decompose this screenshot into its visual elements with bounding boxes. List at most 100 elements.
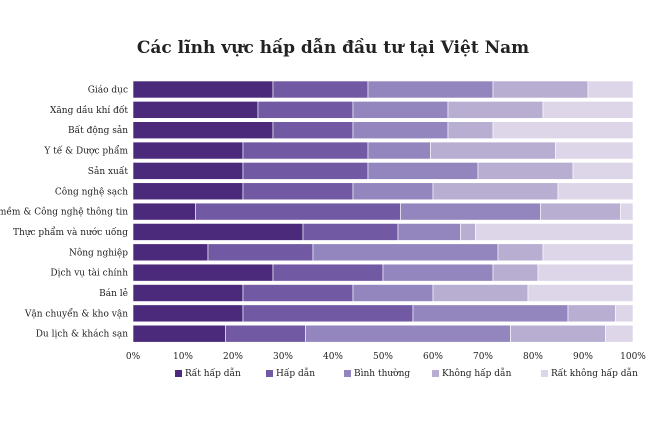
bar-segment-2-3	[352, 101, 449, 119]
bar-segment-9-5	[542, 243, 634, 262]
category-label-7: Phần mềm & Công nghệ thông tin	[0, 207, 128, 218]
category-label-8: Thực phẩm và nước uống	[13, 226, 128, 238]
bar-segment-4-3	[367, 141, 431, 160]
bar-segment-11-1	[132, 284, 244, 302]
bar-segment-9-2	[207, 243, 314, 262]
x-tick-label-6: 50%	[373, 352, 393, 362]
legend-swatch-3	[344, 370, 351, 377]
x-tick-label-5: 40%	[323, 352, 343, 362]
category-label-9: Nông nghiệp	[69, 247, 128, 258]
bar-segment-10-1	[132, 263, 274, 282]
legend-swatch-2	[266, 370, 273, 377]
bar-segment-1-1	[132, 80, 274, 99]
bar-segment-12-3	[412, 304, 569, 323]
legend-swatch-5	[541, 370, 548, 377]
bar-segment-4-5	[555, 141, 634, 160]
x-tick-label-9: 80%	[523, 352, 543, 362]
category-label-6: Công nghệ sạch	[55, 186, 128, 197]
bar-segment-3-3	[352, 121, 449, 139]
bar-segment-13-5	[605, 324, 634, 343]
bar-segment-9-4	[497, 243, 544, 262]
bar-segment-9-1	[132, 243, 209, 262]
legend-label-3: Bình thường	[354, 368, 410, 379]
bar-segment-7-1	[132, 202, 196, 221]
category-label-2: Xăng dầu khí đốt	[50, 105, 128, 116]
category-label-3: Bất động sản	[68, 125, 128, 136]
bar-segment-10-3	[382, 263, 494, 282]
bar-segment-2-4	[447, 101, 544, 119]
bar-segment-7-4	[540, 202, 621, 221]
bar-segment-5-3	[367, 162, 479, 180]
legend-swatch-1	[175, 370, 182, 377]
bar-segment-12-1	[132, 304, 244, 323]
category-label-5: Sản xuất	[88, 166, 129, 177]
bar-segment-1-4	[492, 80, 589, 99]
bar-segment-4-4	[430, 141, 556, 160]
category-label-4: Y tế & Dược phẩm	[43, 145, 128, 157]
bars-layer	[132, 80, 634, 343]
bar-segment-3-2	[272, 121, 354, 139]
x-tick-label-4: 30%	[273, 352, 293, 362]
category-label-1: Giáo dục	[88, 85, 128, 96]
bar-segment-1-5	[587, 80, 634, 99]
category-label-10: Dịch vụ tài chính	[50, 268, 128, 279]
bar-segment-2-1	[132, 101, 259, 119]
bar-segment-10-2	[272, 263, 384, 282]
bar-segment-13-4	[510, 324, 606, 343]
bar-segment-4-1	[132, 141, 244, 160]
x-tick-label-3: 20%	[223, 352, 243, 362]
bar-segment-9-3	[312, 243, 499, 262]
x-tick-label-7: 60%	[423, 352, 443, 362]
x-axis-ticks: 0% 10% 20% 30% 40% 50% 60% 70% 80% 90% 100%	[126, 352, 646, 362]
legend-swatch-4	[432, 370, 439, 377]
bar-segment-11-4	[432, 284, 529, 302]
bar-segment-3-4	[447, 121, 494, 139]
x-tick-label-10: 90%	[573, 352, 593, 362]
bar-segment-6-5	[557, 182, 634, 201]
category-labels: Giáo dục Xăng dầu khí đốt Bất động sản Y tế…	[0, 85, 128, 340]
bar-segment-2-2	[257, 101, 354, 119]
bar-segment-8-5	[475, 223, 634, 241]
bar-segment-8-4	[460, 223, 476, 241]
bar-segment-8-1	[132, 223, 304, 241]
bar-segment-5-5	[572, 162, 634, 180]
bar-segment-6-2	[242, 182, 354, 201]
bar-segment-6-3	[352, 182, 434, 201]
bar-segment-8-3	[397, 223, 461, 241]
bar-segment-5-1	[132, 162, 244, 180]
bar-segment-1-2	[272, 80, 369, 99]
bar-segment-5-2	[242, 162, 369, 180]
bar-segment-7-3	[400, 202, 541, 221]
category-label-11: Bán lẻ	[99, 288, 128, 299]
bar-segment-13-1	[132, 324, 226, 343]
bar-segment-11-3	[352, 284, 434, 302]
bar-segment-12-5	[615, 304, 634, 323]
legend: Rất hấp dẫn Hấp dẫn Bình thường Không hấp d…	[175, 367, 638, 379]
bar-segment-7-5	[620, 202, 634, 221]
x-tick-label-2: 10%	[173, 352, 193, 362]
bar-segment-1-3	[367, 80, 494, 99]
bar-segment-12-2	[242, 304, 414, 323]
bar-segment-13-3	[305, 324, 511, 343]
bar-segment-6-4	[432, 182, 559, 201]
bar-segment-11-2	[242, 284, 354, 302]
bar-segment-5-4	[477, 162, 574, 180]
category-label-13: Du lịch & khách sạn	[36, 329, 128, 340]
x-tick-label-1: 0%	[126, 352, 141, 362]
legend-label-5: Rất không hấp dẫn	[551, 367, 638, 379]
bar-segment-4-2	[242, 141, 369, 160]
legend-label-4: Không hấp dẫn	[442, 367, 512, 379]
chart-title: Các lĩnh vực hấp dẫn đầu tư tại Việt Nam	[137, 38, 529, 58]
category-label-12: Vận chuyển & kho vận	[24, 307, 128, 319]
bar-segment-3-1	[132, 121, 274, 139]
bar-segment-10-5	[537, 263, 634, 282]
bar-segment-11-5	[527, 284, 634, 302]
bar-segment-2-5	[542, 101, 634, 119]
x-tick-label-11: 100%	[620, 352, 646, 362]
bar-segment-6-1	[132, 182, 244, 201]
bar-segment-10-4	[492, 263, 539, 282]
bar-segment-12-4	[567, 304, 616, 323]
bar-segment-3-5	[492, 121, 634, 139]
